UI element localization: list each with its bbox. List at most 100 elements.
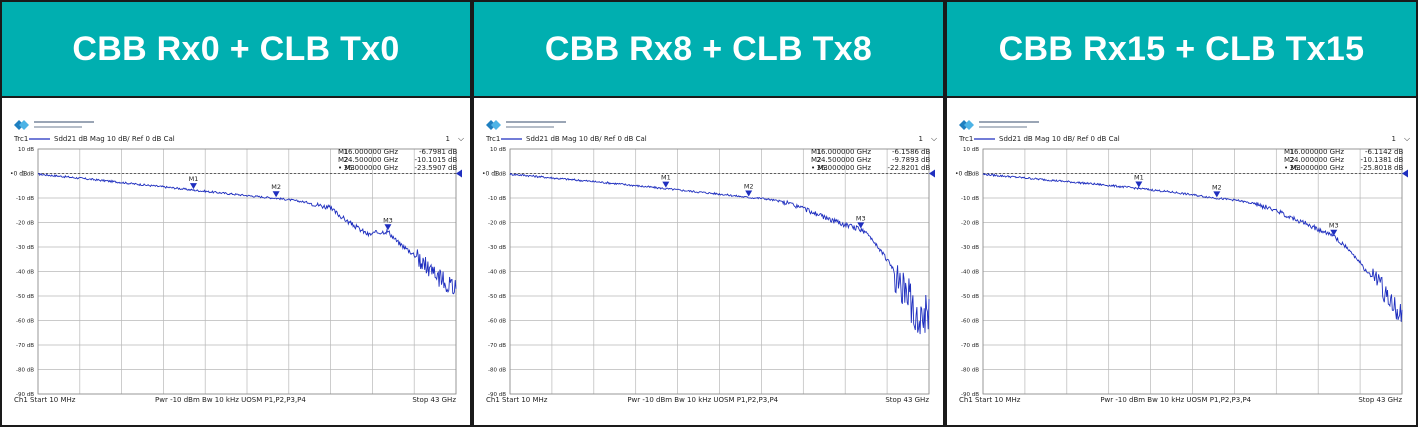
y-tick-label: -90 dB [488, 392, 506, 398]
marker-m3[interactable]: M3 [383, 216, 393, 231]
y-tick-label: -30 dB [16, 245, 34, 251]
marker-triangle-icon [1213, 191, 1221, 198]
panel-header: CBB Rx15 + CLB Tx15 [947, 2, 1416, 98]
instrument-footer: Ch1 Start 10 MHz Pwr -10 dBm Bw 10 kHz UO… [486, 396, 929, 404]
y-tick-label: -10 dB [488, 196, 506, 202]
footer-settings: Pwr -10 dBm Bw 10 kHz UOSM P1,P2,P3,P4 [155, 396, 306, 404]
channel-index: 1 [1392, 135, 1396, 143]
marker-readout-name: M2 [811, 156, 822, 164]
marker-readout-freq: 16.000000 GHz [344, 148, 399, 156]
marker-readout-value: -23.5907 [415, 164, 446, 172]
marker-m2[interactable]: M2 [1212, 183, 1222, 198]
y-tick-label: -60 dB [16, 319, 34, 325]
plot-frame [982, 148, 1403, 395]
instrument-footer: Ch1 Start 10 MHz Pwr -10 dBm Bw 10 kHz UO… [959, 396, 1402, 404]
marker-readout-unit: dB [1394, 164, 1403, 172]
y-tick-label: 0 dB [21, 172, 34, 178]
marker-readout-freq: 24.500000 GHz [817, 156, 872, 164]
marker-triangle-icon [1330, 229, 1338, 236]
vna-chart: Trc1 Sdd21 dB Mag 10 dB/ Ref 0 dB Cal 1 ⌵ 10… [10, 120, 464, 404]
footer-stop: Stop 43 GHz [1358, 396, 1402, 404]
marker-triangle-icon [189, 183, 197, 190]
y-tick-label: 0 dB [493, 172, 506, 178]
y-tick-label: -90 dB [16, 392, 34, 398]
header-info-bar [979, 121, 1039, 123]
reference-level-label: •0 dB [10, 171, 27, 178]
marker-label: M3 [383, 216, 393, 224]
marker-m2[interactable]: M2 [271, 183, 281, 198]
chevron-down-icon[interactable]: ⌵ [458, 134, 464, 143]
marker-label: M1 [1134, 173, 1144, 181]
y-tick-label: -40 dB [961, 270, 979, 276]
y-tick-label: -10 dB [16, 196, 34, 202]
y-tick-label: -80 dB [16, 368, 34, 374]
footer-stop: Stop 43 GHz [885, 396, 929, 404]
y-tick-label: -70 dB [488, 343, 506, 349]
marker-m1[interactable]: M1 [661, 174, 671, 188]
marker-readout-freq: 36.000000 GHz [344, 164, 399, 172]
instrument-header [959, 120, 1039, 130]
marker-label: M2 [1212, 183, 1222, 191]
grid [509, 148, 930, 395]
marker-m1[interactable]: M1 [1134, 173, 1144, 188]
y-tick-label: -20 dB [961, 221, 979, 227]
panel-3: CBB Rx15 + CLB Tx15 Trc1 Sdd21 dB Mag 10 … [945, 0, 1418, 427]
y-tick-label: -90 dB [961, 392, 979, 398]
footer-channel: Ch1 Start 10 MHz [959, 396, 1021, 404]
trace-settings: Sdd21 dB Mag 10 dB/ Ref 0 dB Cal [54, 135, 175, 143]
y-tick-label: -50 dB [16, 294, 34, 300]
marker-label: M3 [856, 214, 866, 222]
y-tick-label: -50 dB [961, 294, 979, 300]
chevron-down-icon[interactable]: ⌵ [1404, 134, 1410, 143]
marker-readout-value: -25.8018 [1361, 164, 1392, 172]
vna-chart: Trc1 Sdd21 dB Mag 10 dB/ Ref 0 dB Cal 1 ⌵ 10… [482, 120, 937, 404]
marker-triangle-icon [857, 222, 865, 229]
footer-settings: Pwr -10 dBm Bw 10 kHz UOSM P1,P2,P3,P4 [627, 396, 778, 404]
marker-m3[interactable]: M3 [1329, 222, 1339, 236]
plot-frame [37, 148, 457, 395]
vna-chart: Trc1 Sdd21 dB Mag 10 dB/ Ref 0 dB Cal 1 ⌵ 10… [955, 120, 1410, 404]
marker-readout-value: -6.1586 [892, 148, 920, 156]
marker-readout-freq: 36.000000 GHz [817, 164, 872, 172]
marker-triangle-icon [745, 190, 753, 197]
marker-readout-freq: 16.000000 GHz [817, 148, 872, 156]
reference-marker-icon [1402, 169, 1408, 178]
marker-triangle-icon [1135, 181, 1143, 188]
trace-line [982, 172, 1403, 322]
marker-readout-name: M2 [1284, 156, 1295, 164]
y-tick-label: -40 dB [488, 270, 506, 276]
footer-stop: Stop 43 GHz [412, 396, 456, 404]
y-tick-label: -30 dB [961, 245, 979, 251]
marker-readout-unit: dB [921, 164, 930, 172]
panel-1: CBB Rx0 + CLB Tx0 Trc1 Sdd21 dB Mag 10 dB… [0, 0, 472, 427]
marker-readout-freq: 36.000000 GHz [1290, 164, 1345, 172]
panel-title: CBB Rx8 + CLB Tx8 [544, 29, 873, 68]
marker-m3[interactable]: M3 [856, 214, 866, 229]
marker-readout-value: -6.7981 [419, 148, 446, 156]
panel-2: CBB Rx8 + CLB Tx8 Trc1 Sdd21 dB Mag 10 dB… [472, 0, 945, 427]
y-tick-label: -60 dB [488, 319, 506, 325]
marker-m1[interactable]: M1 [189, 175, 199, 190]
y-tick-label: -20 dB [488, 221, 506, 227]
instrument-logo-icon [964, 120, 974, 130]
marker-triangle-icon [384, 224, 392, 231]
marker-readout-unit: dB [448, 164, 457, 172]
panel-header: CBB Rx0 + CLB Tx0 [2, 2, 470, 98]
y-tick-label: 10 dB [490, 147, 506, 153]
reference-marker-icon [456, 169, 462, 178]
marker-readout-name: • M3 [811, 164, 828, 172]
instrument-footer: Ch1 Start 10 MHz Pwr -10 dBm Bw 10 kHz UO… [14, 396, 456, 404]
marker-m2[interactable]: M2 [744, 182, 754, 197]
y-tick-label: -20 dB [16, 221, 34, 227]
channel-index: 1 [919, 135, 923, 143]
chevron-down-icon[interactable]: ⌵ [931, 134, 937, 143]
y-tick-label: -10 dB [961, 196, 979, 202]
y-tick-label: 10 dB [963, 147, 979, 153]
marker-readout-unit: dB [921, 148, 930, 156]
channel-index: 1 [446, 135, 450, 143]
reference-marker-icon [929, 169, 935, 178]
y-tick-label: -30 dB [488, 245, 506, 251]
marker-readout-value: -10.1381 [1361, 156, 1392, 164]
marker-label: M1 [189, 175, 199, 183]
